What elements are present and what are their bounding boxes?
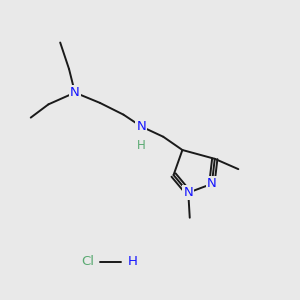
Text: H: H — [128, 255, 137, 268]
Text: N: N — [183, 186, 193, 199]
Text: Cl: Cl — [82, 255, 95, 268]
Text: N: N — [207, 177, 217, 190]
Text: H: H — [137, 139, 146, 152]
Text: N: N — [136, 120, 146, 133]
Text: N: N — [70, 86, 80, 99]
